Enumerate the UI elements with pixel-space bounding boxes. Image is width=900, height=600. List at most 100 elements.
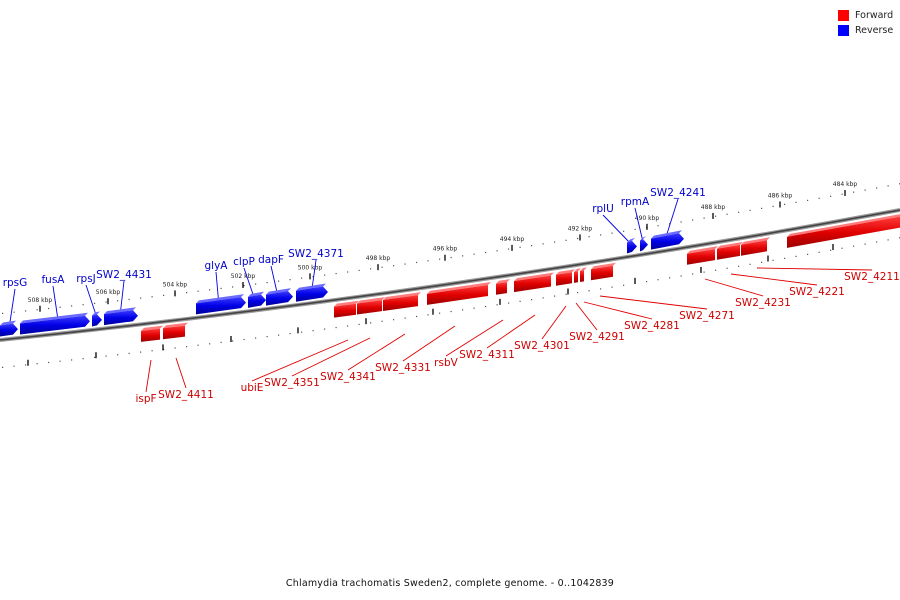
tick-dot	[830, 249, 832, 251]
tick-dot	[600, 288, 602, 290]
reverse-leader-line	[602, 214, 632, 245]
tick-dot	[749, 209, 751, 211]
tick-dot	[508, 248, 510, 250]
gene-bevel	[627, 237, 635, 243]
tick-label: 504 kbp	[163, 281, 188, 288]
tick-dot	[841, 247, 843, 249]
forward-gene-arrow	[741, 237, 770, 256]
legend-reverse: Reverse	[838, 23, 893, 38]
tick-dot	[289, 333, 291, 335]
tick-dot	[301, 277, 303, 279]
tick-dot	[542, 297, 544, 299]
tick-dot	[508, 302, 510, 304]
reverse-gene-label: rpsJ	[76, 273, 96, 285]
tick-dot	[416, 315, 418, 318]
gene-body	[104, 310, 138, 326]
tick-dot	[427, 260, 429, 262]
gene-body	[141, 328, 160, 342]
tick-dot	[439, 312, 441, 314]
reverse-gene-arrow	[20, 312, 90, 335]
tick-label: 508 kbp	[28, 297, 53, 304]
tick-dot	[634, 228, 636, 231]
forward-gene-arrow	[383, 292, 421, 311]
tick-dot	[703, 271, 705, 273]
forward-gene-arrow	[496, 279, 510, 295]
reverse-gene-label: dapF	[258, 254, 284, 266]
tick-dot	[450, 310, 452, 313]
forward-gene-label: SW2_4221	[789, 286, 845, 298]
reverse-gene-label: rplU	[592, 203, 614, 215]
tick-dot	[404, 263, 406, 265]
tick-dot	[772, 259, 774, 261]
tick-dot	[680, 275, 682, 277]
gene-body	[514, 275, 551, 293]
tick-dot	[715, 215, 717, 217]
gene-bevel	[651, 230, 682, 239]
tick-dot	[600, 234, 602, 236]
reverse-gene-arrow	[296, 283, 328, 302]
tick-dot	[151, 296, 153, 298]
backbone-line	[0, 209, 900, 341]
gene-body	[296, 286, 328, 302]
tick-dot	[669, 223, 671, 225]
tick-dot	[209, 289, 211, 291]
gene-body	[0, 323, 18, 337]
tick-dot	[669, 277, 671, 279]
tick-dot	[94, 356, 96, 358]
forward-gene-arrow	[141, 325, 163, 342]
gene-bevel	[357, 297, 385, 304]
tick-dot	[393, 319, 395, 321]
gene-body	[92, 314, 102, 327]
forward-gene-arrow	[580, 267, 587, 282]
tick-dot	[738, 211, 740, 213]
tick-dots	[2, 183, 900, 368]
gene-body	[383, 295, 418, 311]
tick-dot	[243, 284, 245, 287]
forward-gene-arrow	[687, 246, 718, 265]
forward-leader-line	[541, 305, 567, 340]
forward-gene-arrow	[717, 241, 743, 260]
forward-leader-line	[291, 337, 371, 377]
gene-bevel	[580, 267, 587, 271]
tick-dot	[128, 352, 130, 355]
tick-dot	[427, 314, 429, 316]
tick-dot	[358, 269, 360, 272]
forward-gene-label: SW2_4341	[320, 371, 376, 383]
legend-reverse-label: Reverse	[855, 25, 894, 36]
gene-bevel	[427, 281, 491, 294]
tick-dot	[13, 311, 15, 313]
tick-dot	[266, 282, 268, 284]
forward-gene-label: SW2_4411	[158, 389, 214, 401]
forward-gene-arrow	[357, 297, 385, 315]
reverse-gene-arrow	[104, 307, 138, 326]
forward-leader-line	[486, 314, 536, 349]
tick-dot	[692, 273, 694, 275]
gene-body	[357, 300, 382, 315]
reverse-gene-label: fusA	[41, 274, 65, 286]
tick-label: 498 kbp	[366, 255, 391, 262]
gene-bevel	[163, 322, 188, 329]
gene-body	[741, 240, 767, 256]
tick-dot	[864, 189, 866, 191]
tick-dot	[761, 261, 763, 263]
gene-bevel	[296, 283, 326, 291]
tick-dot	[117, 354, 119, 356]
tick-dot	[531, 245, 533, 247]
tick-dot	[71, 359, 73, 361]
tick-dot	[611, 286, 613, 288]
tick-dot	[381, 266, 383, 268]
gene-body	[196, 297, 246, 315]
reverse-gene-arrow	[248, 291, 266, 308]
gene-bevel	[248, 291, 264, 297]
forward-gene-label: SW2_4331	[375, 362, 431, 374]
tick-dot	[71, 305, 73, 307]
forward-gene-label: SW2_4301	[514, 340, 570, 352]
forward-gene-arrow	[514, 272, 554, 293]
tick-dot	[496, 304, 498, 306]
reverse-gene-label: clpP	[233, 256, 255, 268]
tick-dot	[726, 213, 728, 215]
tick-label: 494 kbp	[500, 236, 525, 243]
gene-body	[640, 239, 648, 252]
tick-dot	[266, 336, 268, 338]
